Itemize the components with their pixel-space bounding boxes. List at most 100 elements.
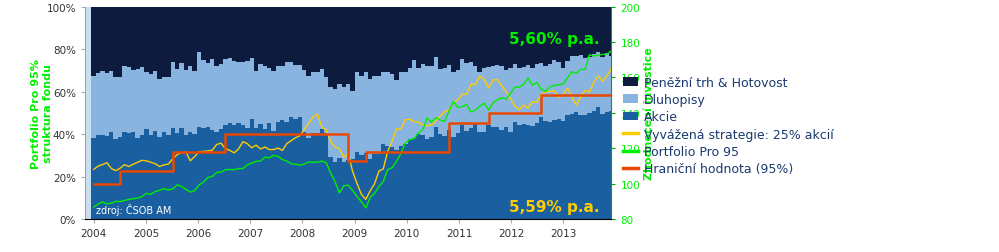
Bar xyxy=(604,8,609,54)
Bar xyxy=(118,8,123,78)
Bar xyxy=(114,8,118,78)
Bar xyxy=(543,8,547,66)
Text: 5,59% p.a.: 5,59% p.a. xyxy=(509,199,600,214)
Bar xyxy=(596,8,600,52)
Bar xyxy=(276,66,281,123)
Bar xyxy=(538,118,543,219)
Bar xyxy=(516,125,521,219)
Bar xyxy=(487,126,491,219)
Bar xyxy=(210,131,215,219)
Bar xyxy=(412,138,417,219)
Bar xyxy=(109,133,114,219)
Bar xyxy=(149,135,153,219)
Bar xyxy=(395,81,399,150)
Bar xyxy=(556,8,561,63)
Bar xyxy=(157,8,162,80)
Bar xyxy=(373,8,377,77)
Bar xyxy=(118,78,123,137)
Bar xyxy=(342,162,346,219)
Legend: Peněžní trh & Hotovost, Dluhopisy, Akcie, Vyvážená strategie: 25% akcií, Portfol: Peněžní trh & Hotovost, Dluhopisy, Akcie… xyxy=(617,71,838,181)
Bar xyxy=(228,8,232,58)
Bar xyxy=(135,70,140,138)
Bar xyxy=(114,78,118,139)
Bar xyxy=(267,69,272,124)
Bar xyxy=(215,8,219,67)
Bar xyxy=(109,72,114,133)
Bar xyxy=(320,70,325,130)
Bar xyxy=(157,137,162,219)
Bar xyxy=(236,124,241,219)
Bar xyxy=(403,145,408,219)
Bar xyxy=(430,8,434,67)
Bar xyxy=(280,67,285,120)
Bar xyxy=(276,8,281,66)
Bar xyxy=(534,123,539,219)
Bar xyxy=(254,8,259,72)
Bar xyxy=(452,73,456,138)
Bar xyxy=(250,8,254,58)
Bar xyxy=(609,57,613,112)
Bar xyxy=(582,115,587,219)
Bar xyxy=(272,131,276,219)
Bar xyxy=(543,66,547,122)
Bar xyxy=(434,58,439,128)
Bar xyxy=(311,73,316,133)
Bar xyxy=(320,8,325,70)
Bar xyxy=(508,8,512,68)
Bar xyxy=(381,73,386,144)
Bar xyxy=(487,68,491,126)
Bar xyxy=(263,8,267,67)
Bar xyxy=(368,8,373,80)
Bar xyxy=(569,8,574,57)
Bar xyxy=(329,8,333,88)
Bar xyxy=(547,65,552,122)
Bar xyxy=(236,8,241,63)
Bar xyxy=(560,8,565,69)
Bar xyxy=(364,8,368,72)
Bar xyxy=(193,135,197,219)
Bar xyxy=(263,67,267,129)
Bar xyxy=(351,91,355,160)
Bar xyxy=(206,127,210,219)
Bar xyxy=(127,8,131,68)
Bar xyxy=(333,8,338,89)
Bar xyxy=(587,8,591,58)
Bar xyxy=(241,125,245,219)
Bar xyxy=(460,59,465,125)
Bar xyxy=(609,8,613,57)
Bar xyxy=(359,77,364,155)
Bar xyxy=(100,8,105,72)
Bar xyxy=(503,8,508,71)
Bar xyxy=(245,61,250,128)
Bar xyxy=(193,8,197,72)
Bar xyxy=(438,135,443,219)
Bar xyxy=(118,137,123,219)
Bar xyxy=(298,118,303,219)
Bar xyxy=(285,123,289,219)
Bar xyxy=(219,130,224,219)
Bar xyxy=(465,8,469,64)
Bar xyxy=(600,58,605,115)
Bar xyxy=(289,8,294,63)
Bar xyxy=(530,68,534,126)
Bar xyxy=(430,67,434,137)
Bar xyxy=(201,61,206,129)
Bar xyxy=(469,8,474,63)
Bar xyxy=(188,67,193,132)
Bar xyxy=(508,68,512,133)
Bar xyxy=(574,112,578,219)
Bar xyxy=(482,8,487,69)
Bar xyxy=(140,8,144,68)
Bar xyxy=(346,160,351,219)
Bar xyxy=(434,128,439,219)
Bar xyxy=(135,138,140,219)
Bar xyxy=(294,119,298,219)
Bar xyxy=(377,154,382,219)
Bar xyxy=(127,134,131,219)
Bar xyxy=(337,8,342,85)
Bar xyxy=(430,137,434,219)
Bar xyxy=(512,122,517,219)
Bar xyxy=(399,72,404,147)
Bar xyxy=(206,64,210,127)
Bar xyxy=(364,72,368,153)
